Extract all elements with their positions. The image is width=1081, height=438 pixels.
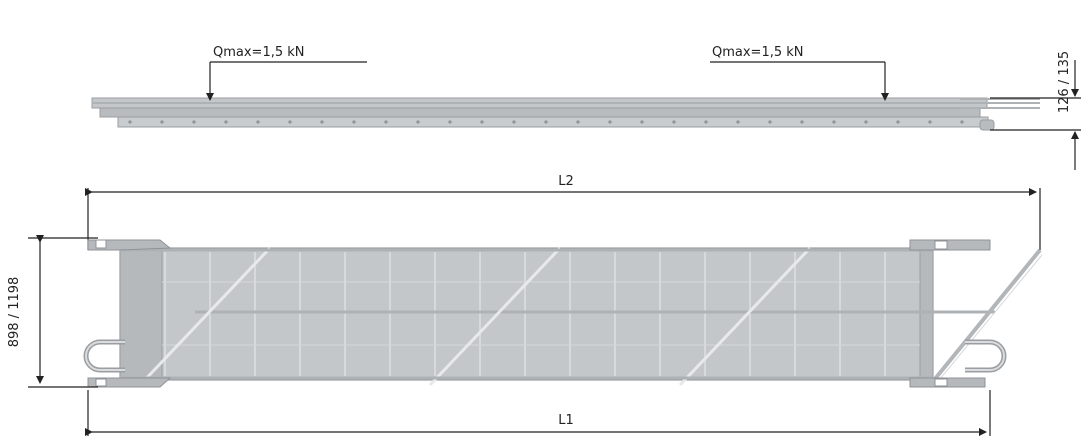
diagonal-brace-1 [138,246,272,387]
side-view [91,97,1040,131]
load-indicator-left: Qmax=1,5 kN [206,45,367,101]
right-end-frame [919,247,934,381]
l2-dimension: L2 [85,170,1041,250]
left-end-plate [119,247,163,381]
external-diagonal [928,248,1042,387]
left-top-hook [87,239,172,251]
platform-deck [119,247,934,381]
right-u-handle [965,339,1007,373]
side-view-lower-rail [117,116,989,128]
width-dimension: 898 / 1198 [7,235,98,388]
right-top-hook [909,239,991,251]
l2-label: L2 [558,174,574,189]
l1-label: L1 [558,413,574,428]
l1-dimension: L1 [85,390,991,436]
top-view [83,239,1043,388]
left-u-handle [83,339,125,373]
left-bottom-hook [87,377,172,388]
load-right-label: Qmax=1,5 kN [712,45,804,60]
diagonal-brace-3 [678,246,812,387]
diagonal-brace-2 [428,246,562,387]
load-left-label: Qmax=1,5 kN [213,45,305,60]
height-dim-label: 126 / 135 [1057,51,1072,113]
width-dim-label: 898 / 1198 [7,277,22,348]
deck-grid [162,252,920,376]
height-dimension: 126 / 135 [990,51,1081,170]
side-view-beam [99,107,981,118]
load-indicator-right: Qmax=1,5 kN [710,45,889,101]
side-view-rivets [128,120,964,124]
